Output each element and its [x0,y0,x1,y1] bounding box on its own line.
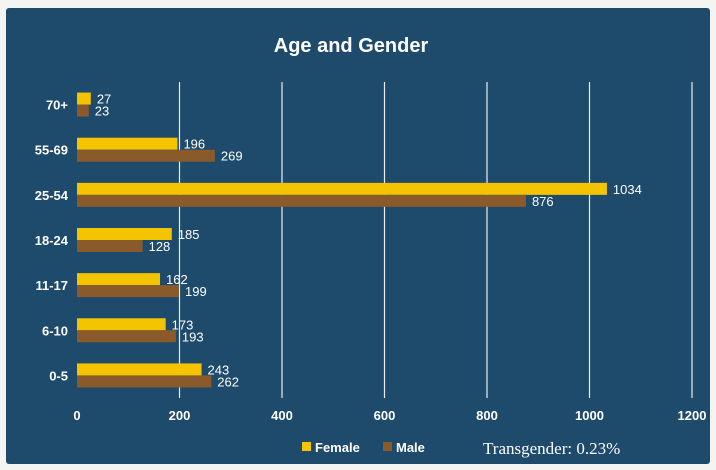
axis-labels: 0 200 400 600 800 1000 1200 70+ 55-69 25-54 18-24 1… [35,98,707,423]
bar-male [77,330,176,343]
category-label: 25-54 [35,188,69,203]
bar-female [77,182,607,195]
data-label-female: 185 [178,227,200,242]
x-tick-label: 400 [271,408,293,423]
bar-female [77,273,161,286]
data-label-male: 876 [532,194,554,209]
bars [77,92,607,388]
legend-swatch-male [383,442,392,451]
legend-label-male: Male [396,440,425,455]
bar-female [77,228,172,240]
legend-label-female: Female [315,440,360,455]
bar-male [77,240,143,252]
bar-female [77,92,91,105]
chart-panel: Age and Gender 27 23 196 269 1034 876 185 128 16… [6,8,710,464]
data-label-female: 27 [97,92,111,107]
data-label-male: 23 [95,104,109,119]
data-label-male: 269 [221,149,243,164]
bar-male [77,104,89,117]
data-label-female: 196 [183,137,205,152]
x-tick-label: 1000 [575,408,604,423]
legend: Female Male [302,440,425,455]
category-label: 18-24 [35,233,69,248]
category-label: 11-17 [35,278,68,293]
bar-male [77,194,526,207]
data-label-male: 262 [217,374,239,389]
category-label: 70+ [46,98,68,113]
data-label-male: 193 [182,329,204,344]
data-label-male: 128 [149,239,171,254]
x-tick-label: 1200 [678,408,707,423]
data-label-female: 162 [166,272,188,287]
legend-swatch-female [302,442,311,451]
bar-male [77,285,179,298]
data-label-female: 1034 [613,182,642,197]
data-label-female: 173 [172,317,194,332]
category-label: 0-5 [49,368,68,383]
category-label: 6-10 [42,323,68,338]
grid-lines [178,82,693,398]
transgender-note: Transgender: 0.23% [483,439,620,458]
bar-male [77,149,215,162]
data-label-male: 199 [185,284,207,299]
x-tick-label: 600 [374,408,396,423]
bar-female [77,318,166,331]
bar-male [77,375,212,388]
x-tick-label: 800 [476,408,498,423]
x-tick-label: 0 [73,408,80,423]
bar-female [77,137,178,150]
data-label-female: 243 [208,362,230,377]
bar-female [77,363,202,376]
category-label: 55-69 [35,143,68,158]
chart-title: Age and Gender [274,35,429,57]
x-tick-label: 200 [169,408,191,423]
